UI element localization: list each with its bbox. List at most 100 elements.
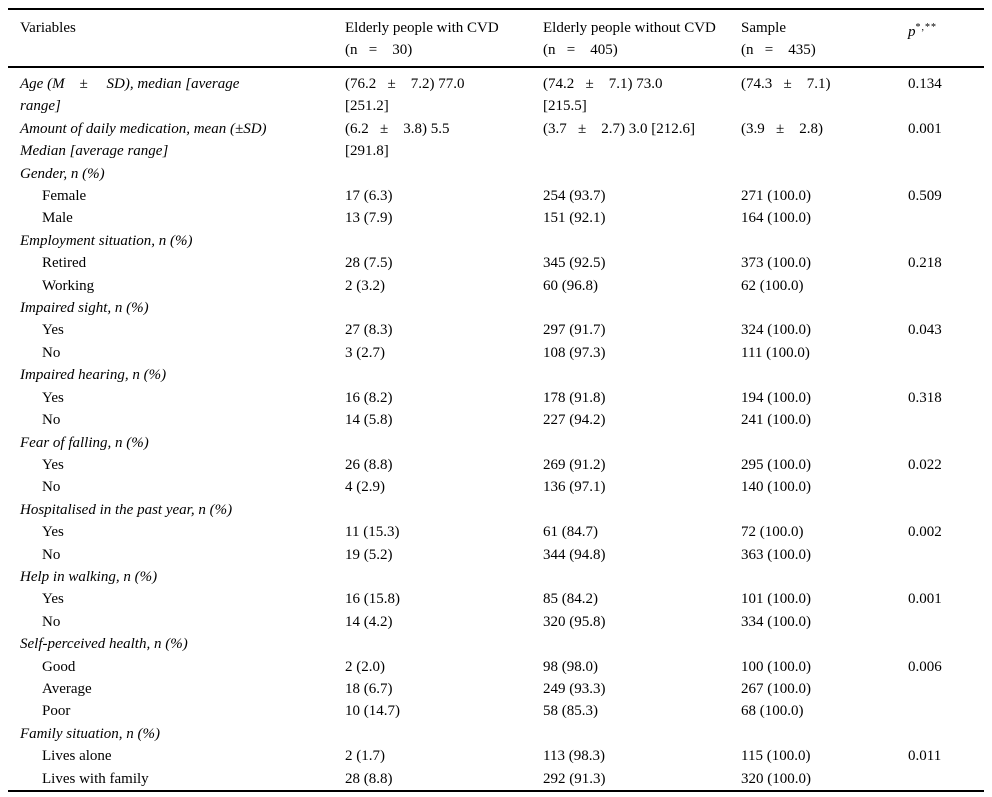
sample-value-cell: 363 (100.0): [741, 546, 811, 563]
p-value-cell: 0.318: [908, 389, 942, 406]
p-value-cell: [908, 275, 984, 297]
p-value-cell: [908, 544, 984, 566]
without-cvd-value-cell: 98 (98.0): [543, 658, 598, 675]
without-cvd-value-cell: 136 (97.1): [543, 479, 606, 496]
sample-value-cell: 140 (100.0): [741, 479, 811, 496]
with-cvd-value-cell: [345, 163, 543, 185]
sample-value-cell: 194 (100.0): [741, 389, 811, 406]
sample-value-cell: 62 (100.0): [741, 277, 804, 294]
without-cvd-value-cell: 320 (95.8): [543, 613, 606, 630]
sample-value-cell: 373 (100.0): [741, 255, 811, 272]
without-cvd-value-cell: 113 (98.3): [543, 748, 605, 765]
without-cvd-value-cell: 254 (93.7): [543, 188, 606, 205]
table-header: Variables Elderly people with CVD (n = 3…: [8, 9, 984, 68]
table-row: No 3 (2.7) 108 (97.3) 111 (100.0): [8, 342, 984, 364]
without-cvd-value-cell: (74.2 ± 7.1) 73.0 [215.5]: [543, 76, 663, 115]
without-cvd-value-cell: (3.7 ± 2.7) 3.0 [212.6]: [543, 120, 695, 137]
variable-label-cell: No: [42, 479, 61, 496]
p-value-cell: [908, 342, 984, 364]
variable-label-cell: Yes: [42, 456, 64, 473]
variable-group-row: Self-perceived health, n (%): [8, 633, 984, 655]
p-value-cell: [908, 207, 984, 229]
variable-label-cell: Yes: [42, 389, 64, 406]
variable-label-cell: Good: [42, 658, 76, 675]
variable-label-cell: Average: [42, 680, 92, 697]
p-value-cell: 0.043: [908, 322, 942, 339]
table-row: Working 2 (3.2) 60 (96.8) 62 (100.0): [8, 275, 984, 297]
table-row: Retired 28 (7.5) 345 (92.5) 373 (100.0) 0.21…: [8, 252, 984, 274]
with-cvd-value-cell: 14 (4.2): [345, 613, 393, 630]
with-cvd-value-cell: 3 (2.7): [345, 344, 385, 361]
p-value-cell: [908, 297, 984, 319]
without-cvd-value-cell: [543, 633, 741, 655]
with-cvd-value-cell: 2 (2.0): [345, 658, 385, 675]
table-row: Lives with family 28 (8.8) 292 (91.3) 320 (…: [8, 768, 984, 791]
variable-group-row: Hospitalised in the past year, n (%): [8, 499, 984, 521]
p-value-cell: [908, 409, 984, 431]
without-cvd-value-cell: 227 (94.2): [543, 412, 606, 429]
sample-value-cell: [741, 364, 908, 386]
sample-value-cell: 324 (100.0): [741, 322, 811, 339]
without-cvd-value-cell: 58 (85.3): [543, 703, 598, 720]
p-value-cell: 0.006: [908, 658, 942, 675]
p-value-cell: 0.011: [908, 748, 942, 765]
table-row: No 14 (4.2) 320 (95.8) 334 (100.0): [8, 611, 984, 633]
header-variables: Variables: [8, 9, 345, 68]
without-cvd-value-cell: [543, 364, 741, 386]
with-cvd-value-cell: 13 (7.9): [345, 210, 393, 227]
without-cvd-value-cell: [543, 297, 741, 319]
without-cvd-value-cell: 292 (91.3): [543, 770, 606, 787]
p-value-cell: 0.134: [908, 76, 942, 92]
p-value-cell: [908, 499, 984, 521]
table-row: Average 18 (6.7) 249 (93.3) 267 (100.0): [8, 678, 984, 700]
sample-value-cell: [741, 432, 908, 454]
variable-label-cell: Self-perceived health, n (%): [20, 636, 188, 653]
table-row: Amount of daily medication, mean (±SD) M…: [8, 118, 984, 163]
p-value-cell: [908, 723, 984, 745]
with-cvd-value-cell: 16 (8.2): [345, 389, 393, 406]
variable-label-cell: Yes: [42, 591, 64, 608]
without-cvd-value-cell: [543, 163, 741, 185]
p-value-cell: [908, 700, 984, 722]
sample-value-cell: [741, 163, 908, 185]
without-cvd-value-cell: 344 (94.8): [543, 546, 606, 563]
variable-label-cell: Poor: [42, 703, 71, 720]
variable-label-cell: Working: [42, 277, 95, 294]
variable-label-cell: Yes: [42, 322, 64, 339]
with-cvd-value-cell: 4 (2.9): [345, 479, 385, 496]
sample-value-cell: 241 (100.0): [741, 412, 811, 429]
with-cvd-value-cell: 14 (5.8): [345, 412, 393, 429]
without-cvd-value-cell: 85 (84.2): [543, 591, 598, 608]
p-value-cell: [908, 364, 984, 386]
variable-label-cell: Impaired hearing, n (%): [20, 367, 167, 384]
variable-group-row: Fear of falling, n (%): [8, 432, 984, 454]
with-cvd-value-cell: 28 (8.8): [345, 770, 393, 787]
variable-label-cell: Hospitalised in the past year, n (%): [20, 501, 233, 518]
variable-label-cell: No: [42, 344, 61, 361]
without-cvd-value-cell: 108 (97.3): [543, 344, 606, 361]
with-cvd-value-cell: [345, 230, 543, 252]
variable-label-cell: Impaired sight, n (%): [20, 300, 149, 317]
p-superscript: *,**: [915, 22, 937, 33]
p-value-cell: [908, 566, 984, 588]
with-cvd-value-cell: [345, 499, 543, 521]
table-body: Age (M ± SD), median [average range] (76.…: [8, 67, 984, 791]
with-cvd-value-cell: [345, 364, 543, 386]
table-row: Good 2 (2.0) 98 (98.0) 100 (100.0) 0.006: [8, 656, 984, 678]
variable-label-cell: No: [42, 613, 61, 630]
without-cvd-value-cell: 249 (93.3): [543, 680, 606, 697]
table-row: Yes 11 (15.3) 61 (84.7) 72 (100.0) 0.002: [8, 521, 984, 543]
variable-label-cell: Fear of falling, n (%): [20, 434, 149, 451]
variable-label-cell: Gender, n (%): [20, 165, 105, 182]
with-cvd-value-cell: 11 (15.3): [345, 524, 400, 541]
table-row: No 19 (5.2) 344 (94.8) 363 (100.0): [8, 544, 984, 566]
variable-group-row: Family situation, n (%): [8, 723, 984, 745]
table-row: Yes 27 (8.3) 297 (91.7) 324 (100.0) 0.043: [8, 319, 984, 341]
with-cvd-value-cell: [345, 633, 543, 655]
p-value-cell: [908, 432, 984, 454]
table-row: Poor 10 (14.7) 58 (85.3) 68 (100.0): [8, 700, 984, 722]
variable-label-cell: No: [42, 546, 61, 563]
variable-label-cell: Female: [42, 188, 87, 205]
sample-value-cell: 101 (100.0): [741, 591, 811, 608]
without-cvd-value-cell: 60 (96.8): [543, 277, 598, 294]
